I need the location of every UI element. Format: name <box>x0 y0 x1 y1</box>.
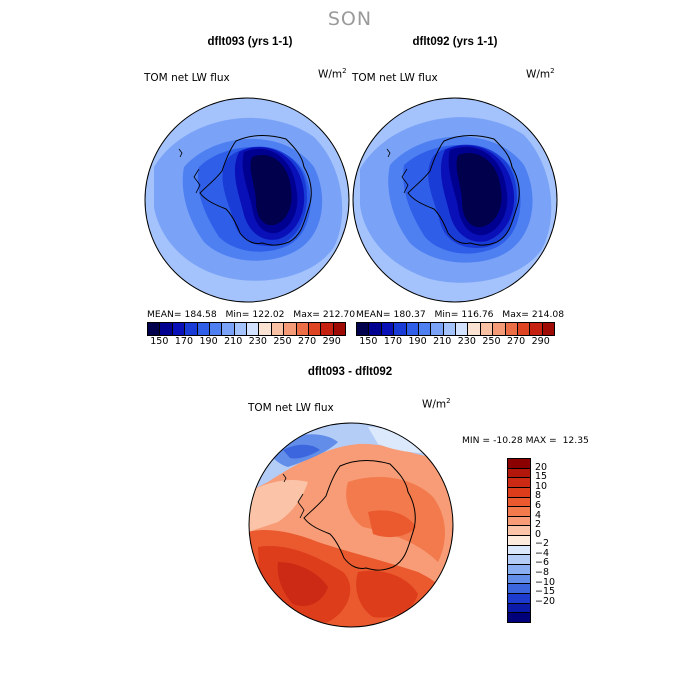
colorbar-swatch <box>394 323 407 335</box>
colorbar-swatch <box>321 323 334 335</box>
colorbar-swatch <box>148 323 161 335</box>
colorbar-swatch <box>542 323 554 335</box>
panel2-map <box>352 97 558 303</box>
colorbar-tick-label: −15 <box>535 586 556 598</box>
colorbar-swatch <box>508 613 530 622</box>
colorbar-tick-label: 4 <box>535 509 542 521</box>
colorbar-tick-label: 170 <box>383 336 402 347</box>
colorbar-tick-label: 210 <box>224 336 243 347</box>
colorbar-swatch <box>517 323 531 335</box>
colorbar-tick-label: 190 <box>199 336 218 347</box>
panel1-units: W/m2 <box>318 67 347 81</box>
colorbar-swatch <box>259 323 272 335</box>
colorbar-swatch <box>508 584 530 594</box>
season-title: SON <box>327 8 373 30</box>
colorbar-tick-label: 6 <box>535 499 542 511</box>
colorbar-swatch <box>308 323 322 335</box>
colorbar-swatch <box>197 323 210 335</box>
colorbar-tick-label: 250 <box>482 336 501 347</box>
colorbar-swatch <box>406 323 419 335</box>
panel3-map <box>248 422 454 628</box>
colorbar-tick-label: 150 <box>150 336 169 347</box>
colorbar-swatch <box>431 323 444 335</box>
colorbar-swatch <box>508 536 530 546</box>
colorbar-swatch <box>443 323 456 335</box>
colorbar-swatch <box>296 323 309 335</box>
colorbar-swatch <box>508 603 530 614</box>
colorbar-swatch <box>284 323 297 335</box>
panel3-units: W/m2 <box>422 397 451 411</box>
colorbar-tick-label: 170 <box>174 336 193 347</box>
colorbar-swatch <box>508 593 530 604</box>
colorbar-swatch <box>271 323 285 335</box>
colorbar-tick-label: 270 <box>506 336 526 347</box>
colorbar-swatch <box>508 565 530 575</box>
colorbar-tick-label: 210 <box>433 336 452 347</box>
colorbar-tick-label: 2 <box>535 519 542 531</box>
colorbar-swatch <box>508 545 530 556</box>
colorbar-swatch <box>468 323 481 335</box>
colorbar-swatch <box>508 507 530 517</box>
colorbar-swatch <box>508 526 530 537</box>
colorbar-swatch <box>508 497 530 508</box>
panel3-title: dflt093 - dflt092 <box>307 366 393 378</box>
colorbar-swatch <box>508 478 530 488</box>
colorbar-tick-label: 290 <box>322 336 341 347</box>
colorbar-tick-label: −2 <box>535 538 550 550</box>
colorbar-tick-label: 0 <box>535 528 542 540</box>
colorbar-swatch <box>418 323 432 335</box>
panel1-colorbar <box>147 322 346 336</box>
colorbar-swatch <box>172 323 186 335</box>
colorbar-swatch <box>381 323 395 335</box>
colorbar-swatch <box>369 323 382 335</box>
panel2-stats: MEAN= 180.37 Min= 116.76 Max= 214.08 <box>356 309 565 320</box>
colorbar-tick-label: −10 <box>535 576 556 588</box>
colorbar-swatch <box>508 574 530 585</box>
colorbar-swatch <box>508 459 530 469</box>
colorbar-swatch <box>333 323 345 335</box>
colorbar-tick-label: −4 <box>535 547 550 559</box>
colorbar-tick-label: −6 <box>535 557 550 569</box>
colorbar-tick-label: 20 <box>535 461 548 473</box>
colorbar-swatch <box>493 323 506 335</box>
panel1-map <box>144 97 350 303</box>
colorbar-tick-label: −8 <box>535 567 550 579</box>
colorbar-swatch <box>508 487 530 498</box>
panel2-units: W/m2 <box>526 67 555 81</box>
panel2-title: dflt092 (yrs 1-1) <box>412 36 498 48</box>
colorbar-swatch <box>160 323 173 335</box>
panel3-colorbar <box>507 458 531 623</box>
colorbar-tick-label: 10 <box>535 480 548 492</box>
colorbar-swatch <box>357 323 370 335</box>
colorbar-tick-label: 230 <box>248 336 267 347</box>
colorbar-swatch <box>209 323 223 335</box>
panel1-variable: TOM net LW flux <box>144 72 230 84</box>
colorbar-swatch <box>185 323 198 335</box>
panel3-variable: TOM net LW flux <box>248 402 334 414</box>
colorbar-swatch <box>247 323 260 335</box>
colorbar-swatch <box>480 323 494 335</box>
colorbar-swatch <box>530 323 543 335</box>
panel2-colorbar <box>356 322 555 336</box>
colorbar-tick-label: 8 <box>535 490 542 502</box>
colorbar-swatch <box>508 468 530 479</box>
colorbar-swatch <box>234 323 247 335</box>
colorbar-tick-label: 230 <box>457 336 476 347</box>
panel1-stats: MEAN= 184.58 Min= 122.02 Max= 212.70 <box>147 309 356 320</box>
colorbar-swatch <box>505 323 518 335</box>
colorbar-swatch <box>508 516 530 527</box>
colorbar-swatch <box>456 323 469 335</box>
panel1-title: dflt093 (yrs 1-1) <box>207 36 293 48</box>
colorbar-tick-label: 290 <box>531 336 550 347</box>
colorbar-tick-label: 15 <box>535 471 548 483</box>
colorbar-swatch <box>508 555 530 566</box>
panel3-stats: MIN = -10.28 MAX = 12.35 <box>462 435 589 446</box>
colorbar-tick-label: −20 <box>535 595 556 607</box>
colorbar-tick-label: 270 <box>297 336 317 347</box>
colorbar-tick-label: 190 <box>408 336 427 347</box>
colorbar-tick-label: 250 <box>273 336 292 347</box>
colorbar-tick-label: 150 <box>359 336 378 347</box>
colorbar-swatch <box>222 323 235 335</box>
panel2-variable: TOM net LW flux <box>352 72 438 84</box>
